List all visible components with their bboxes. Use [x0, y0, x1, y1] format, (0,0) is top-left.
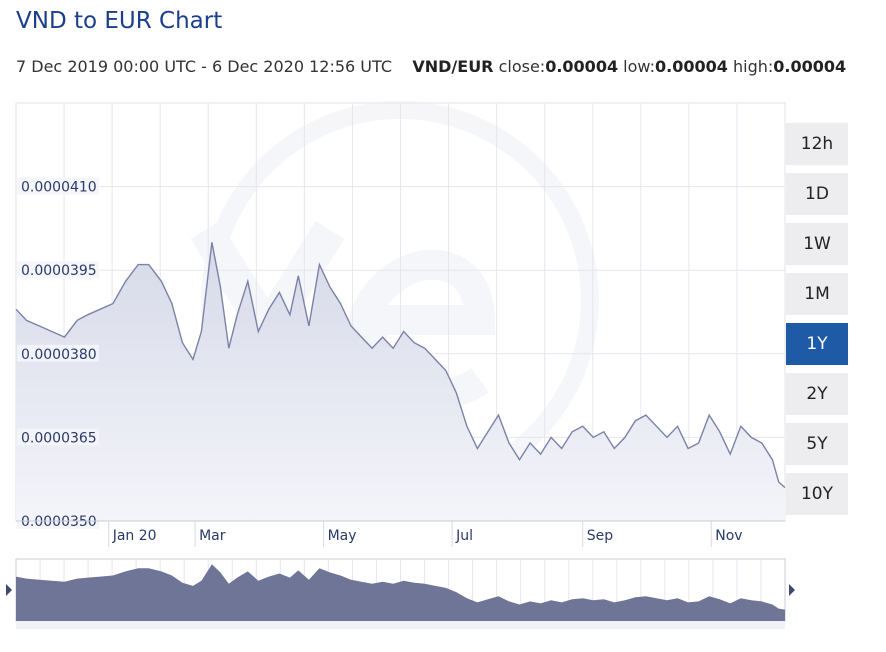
x-tick-label: Nov	[715, 528, 742, 544]
x-tick-label: Mar	[199, 528, 226, 544]
page-title: VND to EUR Chart	[16, 8, 223, 34]
navigator[interactable]	[6, 558, 795, 629]
x-tick-label: Sep	[587, 528, 614, 544]
x-axis: Jan 20 Mar May Jul Sep Nov	[16, 520, 785, 547]
y-tick-label: 0.0000350	[21, 514, 97, 530]
currency-pair: VND/EUR	[412, 57, 494, 76]
navigator-left-arrow[interactable]	[6, 584, 12, 596]
range-button-12h[interactable]: 12h	[786, 123, 848, 165]
y-tick-label-bg	[17, 428, 99, 446]
y-tick-label-bg	[17, 261, 99, 279]
y-tick-label-bg	[17, 344, 99, 362]
series-area	[16, 242, 785, 522]
high-label: high:	[732, 57, 774, 76]
navigator-right-arrow[interactable]	[789, 584, 795, 596]
series-line	[15, 242, 786, 489]
close-label: close:	[498, 57, 546, 76]
y-tick-label: 0.0000395	[21, 263, 97, 279]
range-button-1d[interactable]: 1D	[786, 173, 848, 215]
range-button-1y[interactable]: 1Y	[786, 323, 848, 365]
y-tick-label: 0.0000410	[21, 180, 97, 196]
x-tick-label: Jan 20	[112, 528, 157, 544]
range-button-1m[interactable]: 1M	[786, 273, 848, 315]
range-button-1w[interactable]: 1W	[786, 223, 848, 265]
chart-subtitle: 7 Dec 2019 00:00 UTC - 6 Dec 2020 12:56 …	[16, 57, 846, 76]
y-tick-label-bg	[17, 177, 99, 195]
range-button-5y[interactable]: 5Y	[786, 423, 848, 465]
date-range: 7 Dec 2019 00:00 UTC - 6 Dec 2020 12:56 …	[16, 57, 393, 76]
range-button-2y[interactable]: 2Y	[786, 373, 848, 415]
y-tick-label: 0.0000380	[21, 347, 97, 363]
range-button-10y[interactable]: 10Y	[786, 473, 848, 515]
y-tick-label: 0.0000365	[21, 430, 97, 446]
close-value: 0.00004	[545, 57, 619, 76]
x-tick-label: Jul	[455, 528, 473, 544]
low-value: 0.00004	[655, 57, 728, 76]
x-tick-label: May	[328, 528, 357, 544]
high-value: 0.00004	[773, 57, 847, 76]
navigator-scrollbar[interactable]	[16, 621, 785, 629]
navigator-area	[16, 564, 785, 621]
low-label: low:	[623, 57, 656, 76]
